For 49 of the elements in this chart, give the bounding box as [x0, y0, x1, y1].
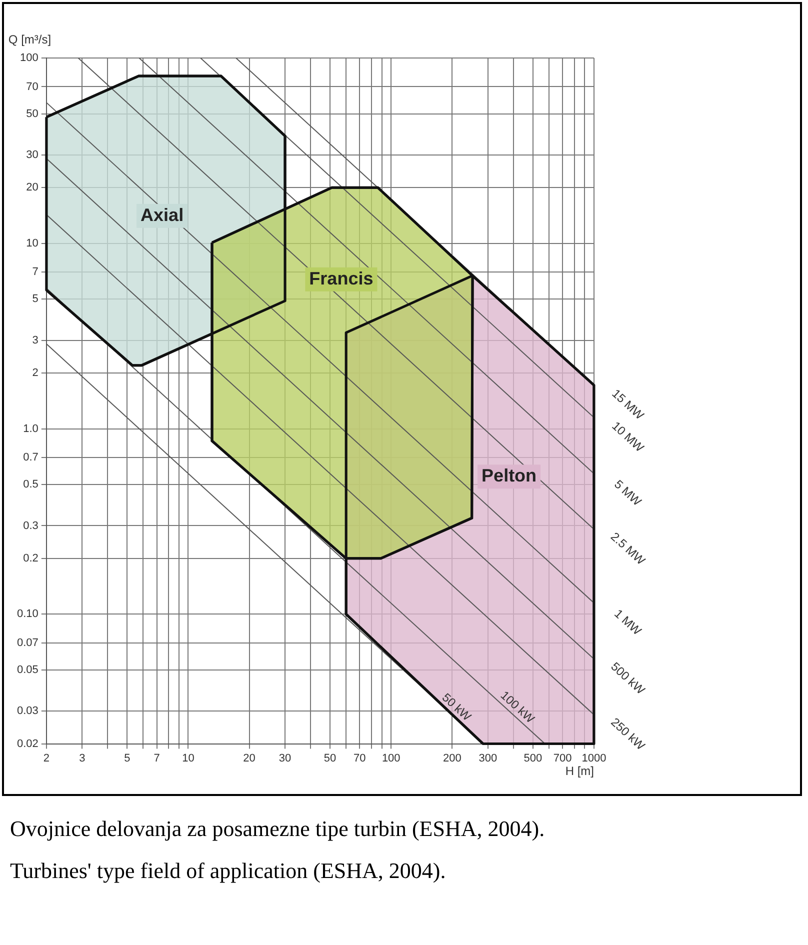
x-tick-label: 7 — [154, 752, 160, 764]
x-tick-label: 70 — [354, 752, 366, 764]
y-tick-label: 2 — [32, 367, 38, 380]
y-tick-label: 50 — [26, 108, 38, 120]
y-tick-label: 20 — [26, 182, 38, 194]
y-tick-label: 10 — [26, 237, 38, 250]
y-tick-label: 100 — [20, 52, 38, 64]
text: 250 kW — [608, 715, 648, 754]
text: Ovojnice delovanja za posamezne tipe turbin (ESHA, 2004). — [10, 815, 546, 843]
x-tick-label: 2 — [43, 752, 50, 764]
x-tick-label: 5 — [124, 752, 130, 764]
x-tick-label: 300 — [478, 752, 498, 764]
y-tick-label: 0.7 — [23, 452, 38, 464]
text: 5 MW — [612, 477, 645, 510]
x-tick-label: 50 — [324, 752, 336, 764]
y-tick-label: 30 — [26, 148, 38, 161]
y-tick-label: 0.03 — [16, 705, 38, 718]
y-tick-label: 0.02 — [16, 738, 38, 750]
text: 100 kW — [498, 688, 538, 726]
text: 500 kW — [608, 659, 648, 698]
x-tick-label: 700 — [553, 752, 572, 764]
x-axis-title: H [m] — [565, 764, 594, 778]
y-axis-title: Q [m³/s] — [8, 32, 52, 46]
x-tick-label: 20 — [243, 752, 256, 764]
series-label: Pelton — [482, 466, 537, 486]
text: 50 kW — [439, 690, 474, 724]
y-tick-label: 0.2 — [23, 552, 38, 564]
series-label: Francis — [309, 268, 374, 288]
y-tick-label: 0.5 — [23, 478, 38, 491]
x-tick-label: 30 — [278, 752, 292, 764]
x-tick-label: 10 — [182, 752, 194, 764]
x-tick-label: 1000 — [582, 752, 606, 764]
y-tick-label: 0.10 — [16, 608, 38, 620]
y-tick-label: 0.3 — [23, 520, 38, 532]
y-tick-label: 3 — [32, 334, 38, 346]
x-tick-label: 100 — [382, 752, 400, 764]
series-label: Axial — [140, 204, 184, 225]
y-tick-label: 0.07 — [16, 636, 38, 649]
text: 1 MW — [612, 606, 645, 638]
x-tick-label: 500 — [524, 752, 542, 764]
y-tick-label: 70 — [26, 80, 38, 93]
text: Turbines' type field of application (ESHA, 2004). — [10, 857, 447, 885]
y-tick-label: 0.05 — [16, 664, 38, 676]
y-tick-label: 1.0 — [23, 422, 38, 435]
text: 2.5 MW — [608, 529, 648, 568]
y-tick-label: 7 — [32, 266, 38, 278]
x-tick-label: 3 — [79, 752, 86, 764]
y-tick-label: 5 — [32, 293, 38, 306]
x-tick-label: 200 — [443, 752, 462, 764]
